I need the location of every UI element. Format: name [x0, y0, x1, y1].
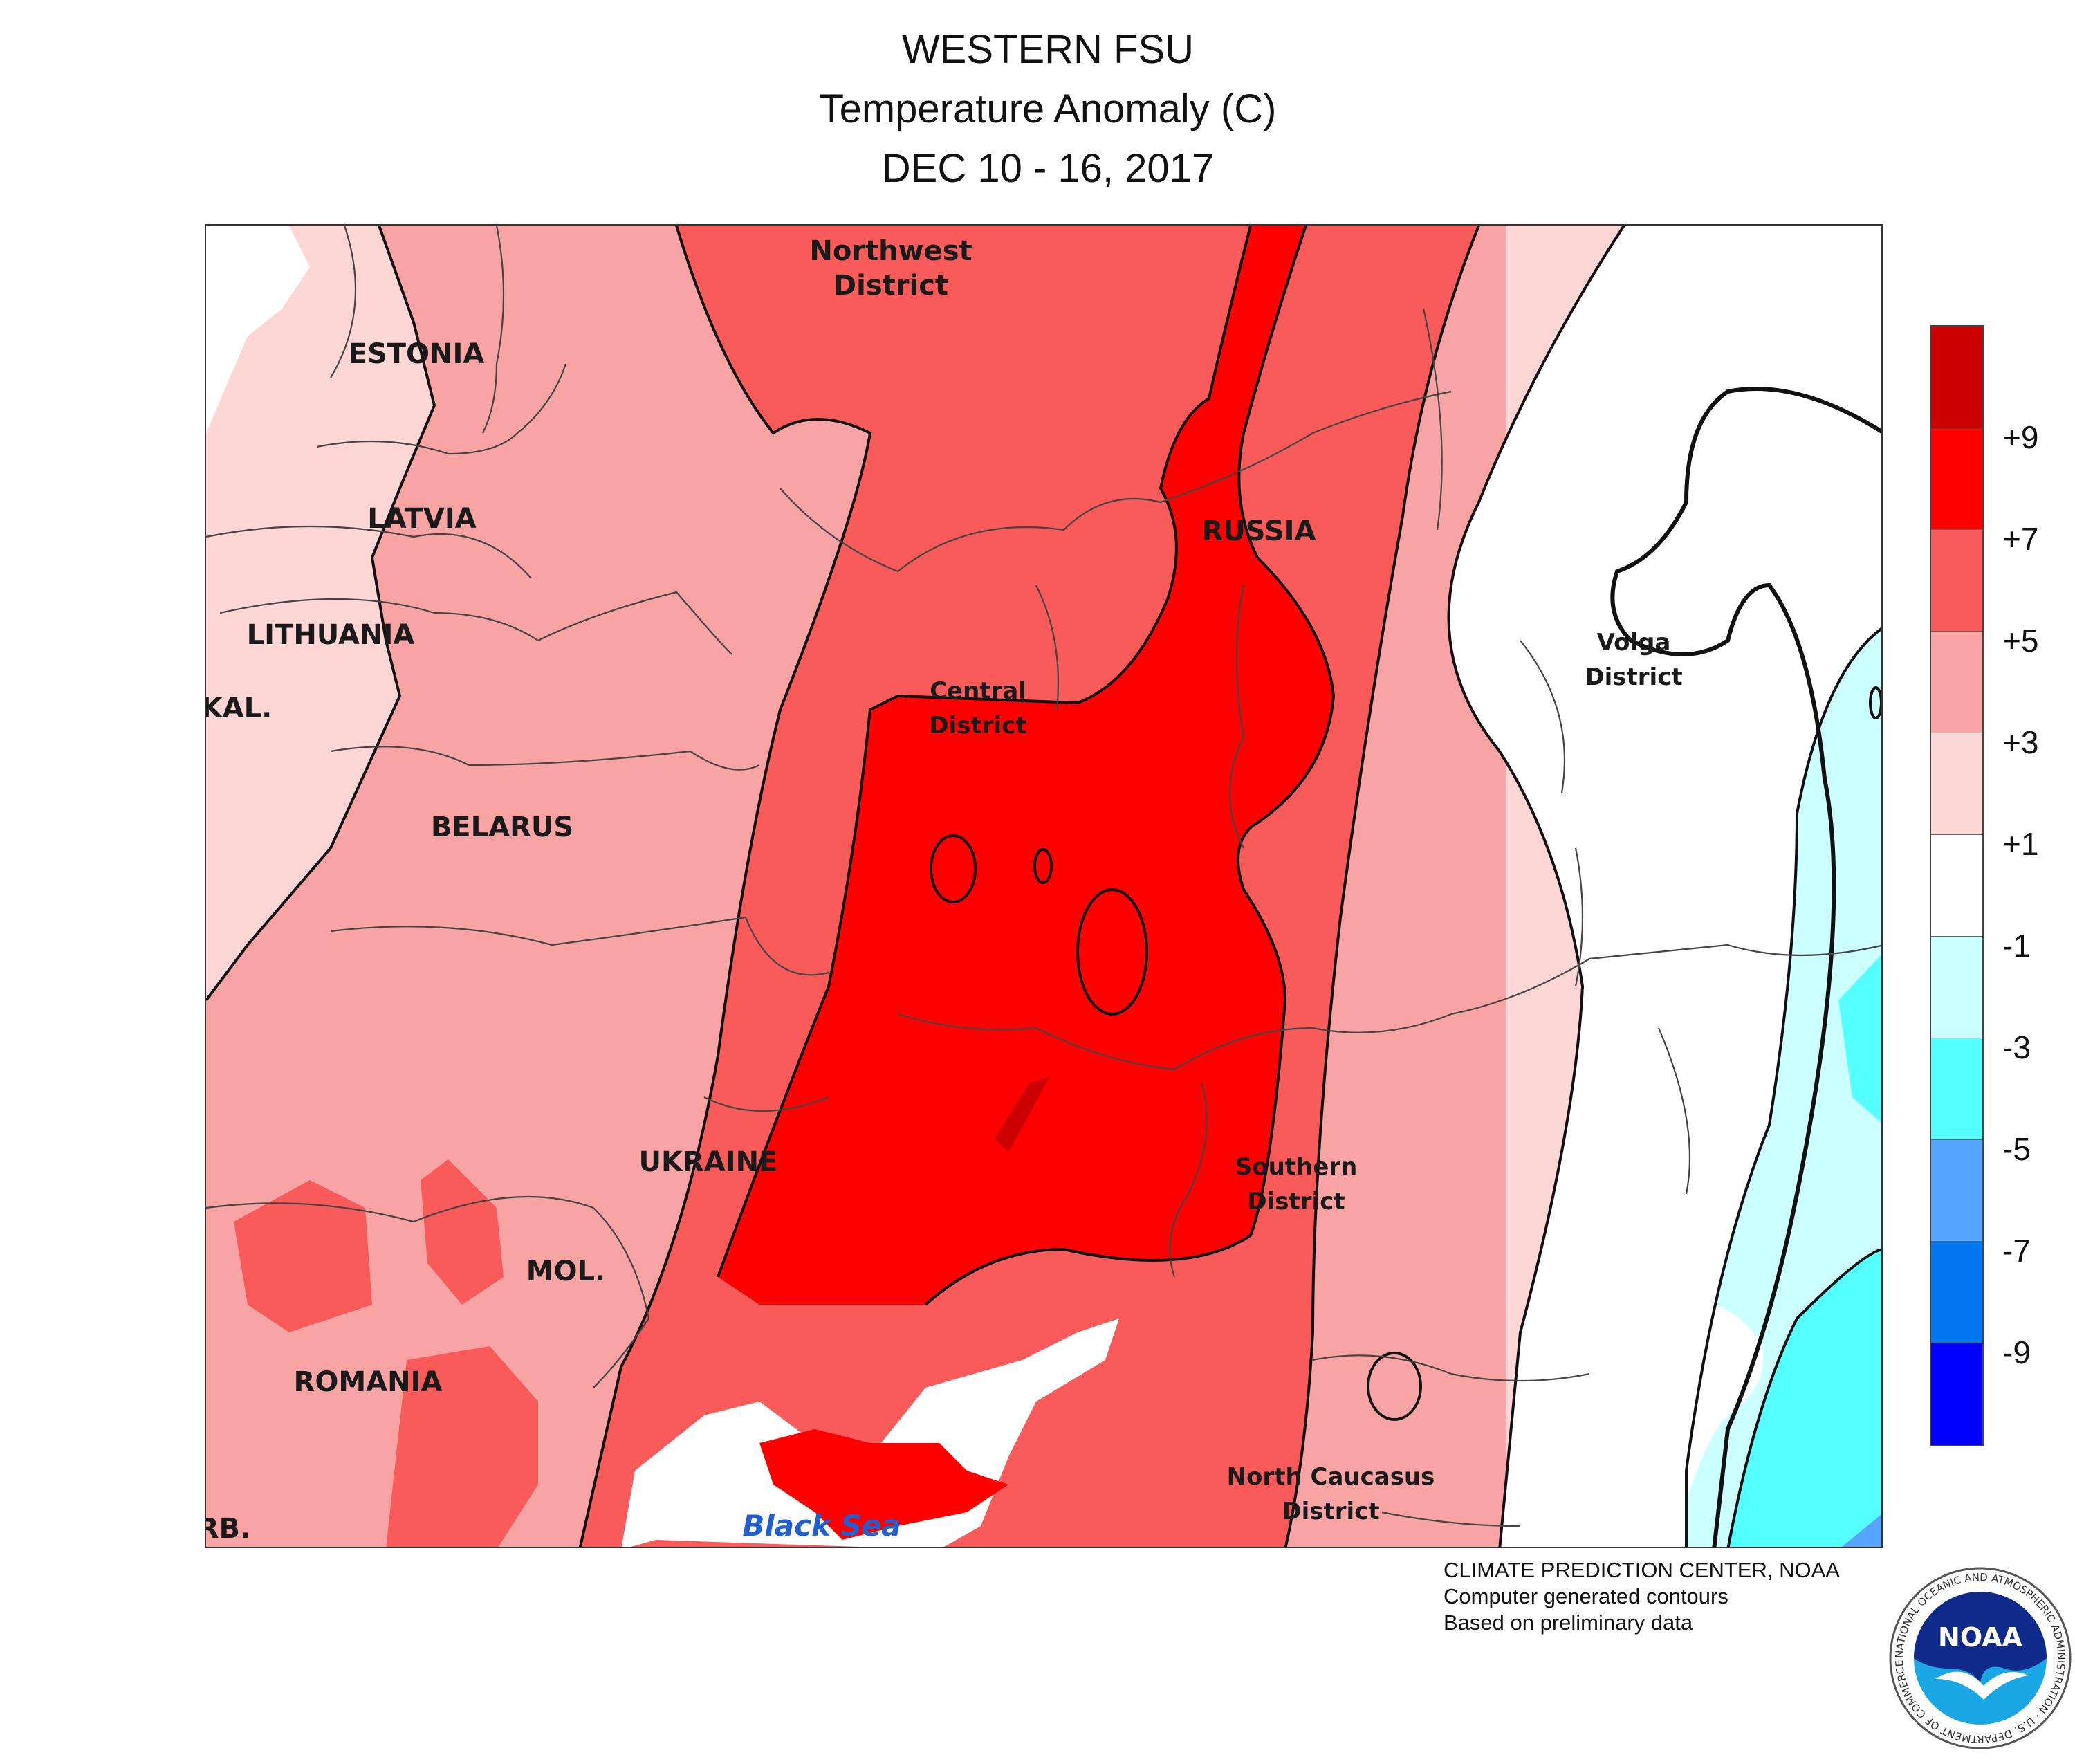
label-lithuania: LITHUANIA [246, 619, 415, 651]
legend-tick: -3 [2002, 1029, 2031, 1065]
noaa-logo: NATIONAL OCEANIC AND ATMOSPHERIC ADMINIS… [1889, 1567, 2072, 1749]
label-north-caucasus-district: North Caucasus District [1226, 1463, 1435, 1525]
crimea [759, 1429, 1008, 1540]
legend-swatch-minus7-to-minus5 [1931, 1140, 1982, 1242]
band-plus5-7-romania [234, 1159, 538, 1547]
legend-swatch-below-minus9 [1931, 1343, 1982, 1445]
band-minus7-minus5-spot [1841, 1514, 1881, 1547]
map-subtitle-dates: DEC 10 - 16, 2017 [881, 146, 1215, 191]
color-legend [1930, 325, 1984, 1446]
credit-line-2: Computer generated contours [1444, 1584, 1728, 1608]
label-southern-district: Southern District [1235, 1153, 1358, 1215]
map-subtitle-variable: Temperature Anomaly (C) [819, 86, 1277, 131]
country-boundaries [206, 226, 1881, 1527]
anomaly-map-svg [206, 226, 1881, 1547]
legend-swatch-minus3-to-minus1 [1931, 937, 1982, 1038]
legend-tick: -9 [2002, 1334, 2031, 1370]
legend-tick: +1 [2002, 826, 2039, 862]
legend-swatch-7-to-9 [1931, 428, 1982, 530]
label-kaliningrad: KAL. [205, 692, 273, 724]
legend-swatch-minus5-to-minus3 [1931, 1038, 1982, 1140]
band-minus5-minus3-east [1728, 955, 1881, 1547]
label-belarus: BELARUS [430, 811, 574, 843]
legend-swatch-above-9 [1931, 327, 1982, 428]
label-central-district: Central District [929, 677, 1027, 739]
legend-tick: -7 [2002, 1233, 2031, 1269]
legend-tick: +3 [2002, 724, 2039, 760]
credit-line-3: Based on preliminary data [1444, 1610, 1693, 1635]
caspian-sea [1506, 1291, 1764, 1547]
credit-line-1: CLIMATE PREDICTION CENTER, NOAA [1444, 1558, 1840, 1582]
legend-swatch-3-to-5 [1931, 632, 1982, 733]
band-plus9-spot [995, 1076, 1050, 1152]
legend-swatch-minus9-to-minus7 [1931, 1242, 1982, 1343]
label-moldova: MOL. [526, 1256, 606, 1287]
label-romania: ROMANIA [293, 1366, 443, 1398]
noaa-logo-text: NOAA [1938, 1622, 2022, 1653]
contour-lines [206, 226, 1881, 1547]
label-serbia-partial: RB. [206, 1513, 251, 1545]
label-black-sea: Black Sea [742, 1509, 901, 1543]
legend-tick: +5 [2002, 623, 2039, 659]
legend-tick: +9 [2002, 419, 2039, 455]
label-latvia: LATVIA [367, 503, 477, 535]
baltic-sea [206, 226, 310, 433]
legend-tick: -5 [2002, 1131, 2031, 1167]
legend-tick: +7 [2002, 521, 2039, 557]
legend-swatch-1-to-3 [1931, 733, 1982, 835]
label-estonia: ESTONIA [348, 338, 485, 370]
legend-swatch-minus1-to-1 [1931, 835, 1982, 937]
label-volga-district: Volga District [1585, 629, 1683, 691]
anomaly-map: Northwest District ESTONIA LATVIA LITHUA… [205, 224, 1883, 1548]
legend-tick: -1 [2002, 928, 2031, 964]
legend-swatch-5-to-7 [1931, 530, 1982, 632]
label-ukraine: UKRAINE [638, 1146, 778, 1178]
label-russia: RUSSIA [1201, 515, 1316, 547]
map-title: WESTERN FSU [901, 27, 1195, 72]
label-northwest-district: Northwest District [809, 235, 972, 302]
